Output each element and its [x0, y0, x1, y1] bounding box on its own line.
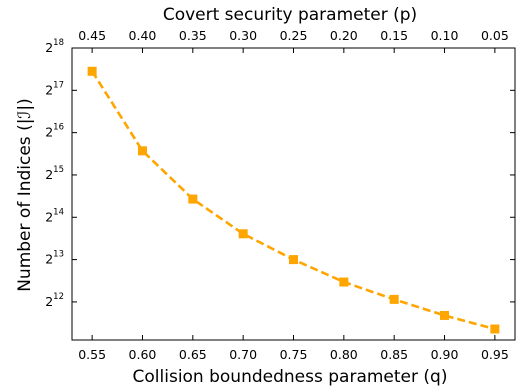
- x-tick-label: 0.75: [280, 347, 308, 362]
- x2-axis-title: Covert security parameter (p): [163, 5, 417, 25]
- data-point-marker: [238, 229, 248, 239]
- y-tick-label: 213: [45, 250, 64, 267]
- x2-tick-label: 0.15: [380, 28, 408, 43]
- x2-tick-label: 0.05: [481, 28, 509, 43]
- data-point-marker: [490, 324, 500, 334]
- x2-tick-label: 0.45: [78, 28, 106, 43]
- x2-tick-label: 0.25: [280, 28, 308, 43]
- data-point-marker: [339, 277, 349, 287]
- y-axis-title: Number of Indices (|ℐ|): [15, 98, 35, 292]
- x2-tick-label: 0.40: [129, 28, 157, 43]
- data-point-marker: [137, 146, 147, 156]
- data-point-marker: [87, 66, 97, 76]
- data-point-marker: [440, 310, 450, 320]
- series-line: [91, 70, 496, 331]
- data-point-marker: [389, 294, 399, 304]
- y-tick-label: 217: [45, 80, 64, 97]
- series-layer: [87, 66, 500, 334]
- data-point-marker: [289, 255, 298, 265]
- x-axis-title: Collision boundedness parameter (q): [133, 367, 448, 387]
- x-tick-label: 0.70: [229, 347, 257, 362]
- y-tick-label: 216: [45, 123, 64, 140]
- data-point-marker: [188, 194, 198, 204]
- y-tick-label: 218: [45, 38, 64, 55]
- x-tick-label: 0.65: [179, 347, 207, 362]
- x2-tick-label: 0.10: [431, 28, 459, 43]
- x-tick-label: 0.90: [431, 347, 459, 362]
- y-tick-label: 215: [45, 165, 64, 182]
- x-tick-label: 0.60: [129, 347, 157, 362]
- x2-tick-label: 0.30: [229, 28, 257, 43]
- x-tick-label: 0.80: [330, 347, 358, 362]
- x2-tick-label: 0.35: [179, 28, 207, 43]
- x-tick-label: 0.95: [481, 347, 509, 362]
- ticks-layer: 0.55 0.45 0.60 0.40 0.65 0.35 0.70 0.30 0.75 0.25…: [45, 28, 515, 362]
- plot-frame: [71, 47, 516, 341]
- y-tick-label: 214: [45, 207, 64, 224]
- y-tick-label: 212: [45, 292, 64, 309]
- x-tick-label: 0.55: [78, 347, 106, 362]
- x-tick-label: 0.85: [380, 347, 408, 362]
- x2-tick-label: 0.20: [330, 28, 358, 43]
